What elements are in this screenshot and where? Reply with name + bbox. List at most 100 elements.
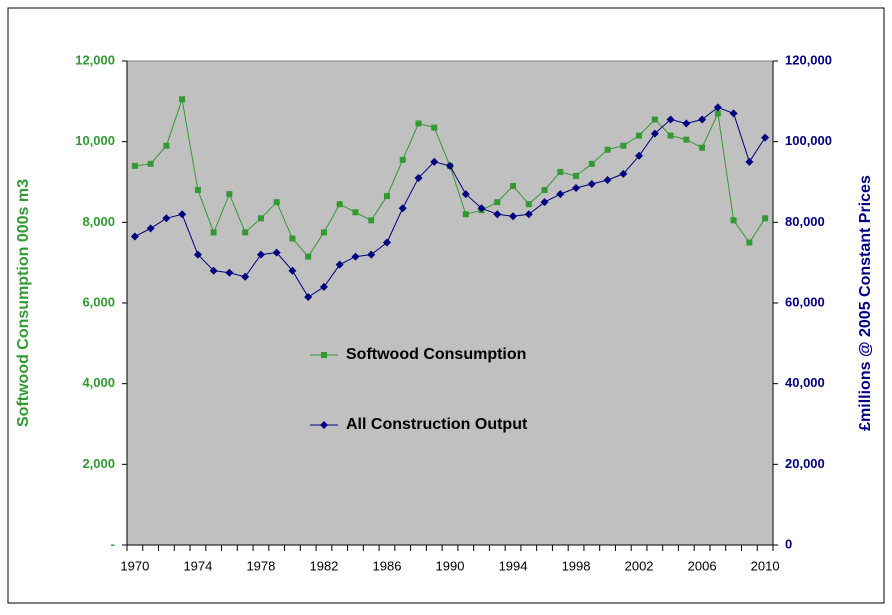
- point: [242, 229, 249, 236]
- point: [461, 190, 470, 199]
- point: [273, 199, 280, 206]
- point: [382, 238, 391, 247]
- point: [351, 252, 360, 261]
- y2-tick-label: 120,000: [785, 52, 832, 67]
- legend-label: All Construction Output: [346, 416, 528, 433]
- point: [399, 156, 406, 163]
- point: [524, 210, 533, 219]
- point: [603, 175, 612, 184]
- point: [682, 119, 691, 128]
- x-tick-label: 1998: [562, 558, 591, 573]
- y-tick-label: 10,000: [75, 133, 115, 148]
- y-tick-label: 2,000: [82, 456, 115, 471]
- point: [713, 103, 722, 112]
- point: [304, 292, 313, 301]
- point: [241, 272, 250, 281]
- point: [147, 160, 154, 167]
- point: [383, 193, 390, 200]
- point: [289, 235, 296, 242]
- point: [162, 214, 171, 223]
- point: [209, 266, 218, 275]
- point: [477, 204, 486, 213]
- point: [431, 124, 438, 131]
- point: [446, 161, 454, 170]
- legend-marker: [320, 421, 328, 429]
- point: [272, 248, 281, 257]
- point: [666, 115, 675, 124]
- y-tick-label: 4,000: [82, 375, 115, 390]
- point: [509, 212, 518, 221]
- point: [178, 210, 187, 219]
- point: [335, 260, 344, 269]
- y-axis-title: Softwood Consumption 000s m3: [15, 179, 32, 427]
- x-tick-label: 2006: [688, 558, 717, 573]
- point: [367, 250, 376, 259]
- point: [131, 162, 138, 169]
- point: [193, 250, 202, 259]
- point: [226, 191, 233, 198]
- point: [415, 120, 422, 127]
- point: [556, 190, 565, 199]
- point: [762, 215, 769, 222]
- y-tick-label: 6,000: [82, 294, 115, 309]
- point: [587, 180, 596, 189]
- y-tick-label: 12,000: [75, 52, 115, 67]
- point: [194, 187, 201, 194]
- point: [494, 199, 501, 206]
- point: [352, 209, 359, 216]
- y2-axis-title: £millions @ 2005 Constant Prices: [857, 175, 874, 431]
- y2-tick-label: 20,000: [785, 456, 825, 471]
- point: [651, 116, 658, 123]
- point: [210, 229, 217, 236]
- point: [746, 239, 753, 246]
- point: [557, 168, 564, 175]
- point: [761, 133, 770, 142]
- point: [130, 232, 139, 241]
- x-tick-label: 1990: [436, 558, 465, 573]
- point: [305, 253, 312, 260]
- y2-tick-label: 80,000: [785, 214, 825, 229]
- point: [540, 198, 549, 207]
- x-tick-label: 1978: [246, 558, 275, 573]
- point: [256, 250, 265, 259]
- y2-tick-label: 60,000: [785, 294, 825, 309]
- point: [573, 172, 580, 179]
- point: [525, 201, 532, 208]
- point: [225, 268, 234, 277]
- point: [729, 109, 738, 118]
- point: [414, 173, 423, 182]
- point: [336, 201, 343, 208]
- point: [510, 183, 517, 190]
- point: [698, 115, 707, 124]
- y2-tick-label: 40,000: [785, 375, 825, 390]
- point: [288, 266, 297, 275]
- point: [146, 224, 155, 233]
- plot-area: [126, 60, 774, 546]
- y-tick-label: -: [111, 536, 115, 551]
- x-tick-label: 1970: [120, 558, 149, 573]
- point: [572, 184, 581, 193]
- x-tick-label: 1986: [373, 558, 402, 573]
- point: [683, 136, 690, 143]
- point: [541, 187, 548, 194]
- point: [667, 132, 674, 139]
- point: [430, 157, 439, 166]
- y-tick-label: 8,000: [82, 214, 115, 229]
- point: [745, 157, 754, 166]
- point: [604, 146, 611, 153]
- x-tick-label: 1974: [183, 558, 212, 573]
- y2-tick-label: 0: [785, 536, 792, 551]
- x-tick-label: 2010: [751, 558, 780, 573]
- point: [320, 229, 327, 236]
- point: [650, 129, 659, 138]
- point: [636, 132, 643, 139]
- x-tick-label: 1994: [499, 558, 528, 573]
- point: [588, 160, 595, 167]
- legend-label: Softwood Consumption: [346, 346, 526, 363]
- x-tick-label: 1982: [309, 558, 338, 573]
- point: [619, 169, 628, 178]
- y2-tick-label: 100,000: [785, 133, 832, 148]
- point: [620, 142, 627, 149]
- x-tick-label: 2002: [625, 558, 654, 573]
